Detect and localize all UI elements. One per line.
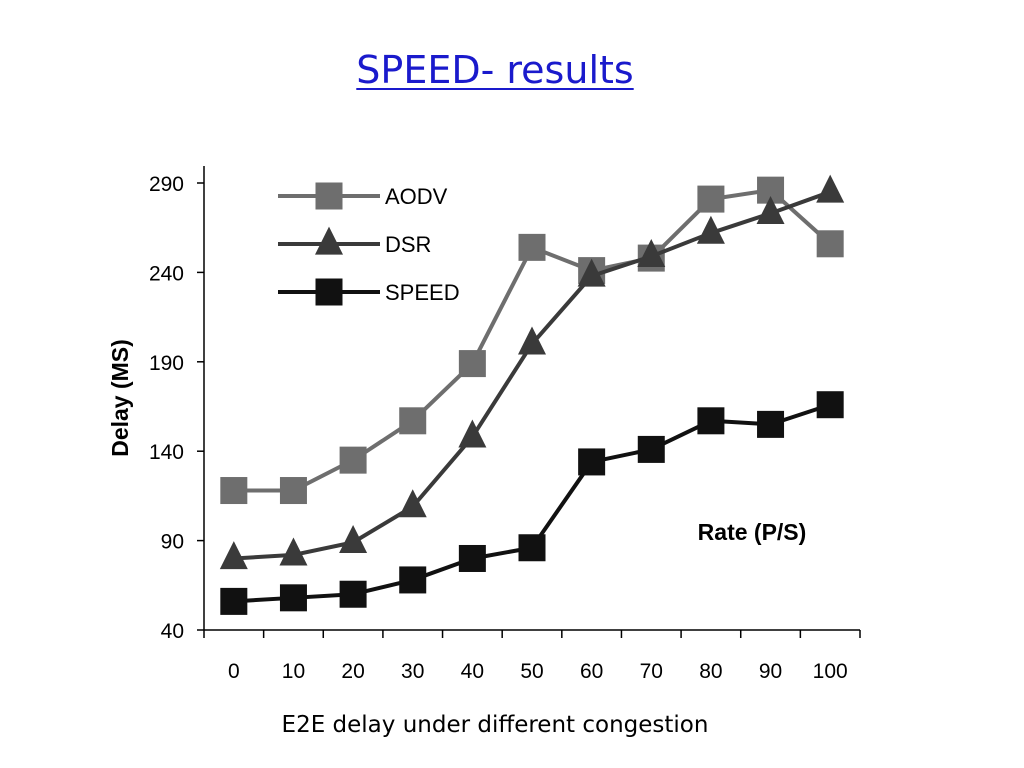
data-point-dsr: [816, 174, 845, 203]
data-point-speed: [339, 580, 367, 608]
legend: AODV DSR SPEED: [278, 182, 460, 306]
legend-item-speed: SPEED: [278, 278, 460, 306]
x-axis-title: Rate (P/S): [698, 519, 807, 545]
x-tick-label: 80: [699, 660, 722, 683]
x-tick-label: 40: [461, 660, 484, 683]
data-point-speed: [816, 391, 844, 419]
y-tick-label: 40: [161, 620, 184, 643]
data-point-aodv: [279, 477, 307, 505]
data-point-dsr: [756, 196, 785, 225]
data-point-dsr: [518, 326, 546, 355]
data-point-speed: [518, 534, 546, 562]
data-point-dsr: [339, 525, 368, 554]
y-tick-label: 240: [149, 262, 184, 285]
data-point-dsr: [696, 215, 725, 244]
data-point-speed: [220, 587, 248, 615]
x-tick-label: 60: [580, 660, 603, 683]
data-point-aodv: [339, 446, 367, 474]
x-tick-labels: 0 10 20 30 40 50 60 70 80 90 100: [228, 660, 848, 683]
data-point-speed: [757, 410, 785, 438]
series-line-speed: [233, 402, 831, 604]
x-tick-label: 90: [759, 660, 782, 683]
legend-marker-aodv: [315, 182, 343, 210]
data-point-aodv: [816, 230, 844, 258]
axes: [197, 166, 861, 638]
series-dsr: [219, 174, 845, 570]
legend-label-aodv: AODV: [385, 184, 448, 209]
legend-marker-speed: [315, 278, 343, 306]
legend-item-dsr: DSR: [278, 226, 431, 257]
data-point-speed: [458, 544, 486, 572]
series-speed: [220, 391, 844, 615]
data-point-dsr: [458, 419, 487, 448]
y-tick-labels: 40 90 140 190 240 290: [149, 173, 184, 643]
data-point-aodv: [220, 477, 248, 505]
y-axis-title: Delay (MS): [107, 339, 133, 457]
data-point-aodv: [697, 185, 725, 213]
x-tick-label: 100: [813, 660, 848, 683]
x-tick-label: 0: [228, 660, 240, 683]
x-tick-label: 10: [282, 660, 305, 683]
x-tick-label: 20: [341, 660, 364, 683]
data-point-speed: [578, 448, 606, 476]
x-tick-label: 30: [401, 660, 424, 683]
y-tick-label: 90: [161, 531, 184, 554]
data-point-dsr: [637, 238, 666, 267]
data-point-speed: [697, 407, 725, 435]
series-layer: [219, 174, 845, 615]
x-tick-label: 70: [640, 660, 663, 683]
data-point-speed: [637, 435, 665, 463]
legend-marker-dsr: [315, 226, 343, 255]
legend-label-dsr: DSR: [385, 232, 431, 257]
data-point-dsr: [219, 541, 248, 570]
data-point-speed: [399, 566, 427, 594]
data-point-dsr: [279, 537, 308, 566]
data-point-dsr: [398, 489, 427, 518]
data-point-aodv: [518, 233, 546, 261]
y-tick-label: 140: [149, 441, 184, 464]
x-tick-label: 50: [520, 660, 543, 683]
data-point-speed: [279, 584, 307, 612]
chart-caption: E2E delay under different congestion: [281, 712, 709, 738]
data-point-aodv: [399, 407, 427, 435]
legend-label-speed: SPEED: [385, 280, 460, 305]
y-tick-label: 190: [149, 352, 184, 375]
y-tick-label: 290: [149, 173, 184, 196]
data-point-aodv: [458, 350, 486, 378]
data-point-dsr: [577, 258, 606, 287]
slide-title: SPEED- results: [356, 48, 634, 92]
legend-item-aodv: AODV: [278, 182, 448, 210]
